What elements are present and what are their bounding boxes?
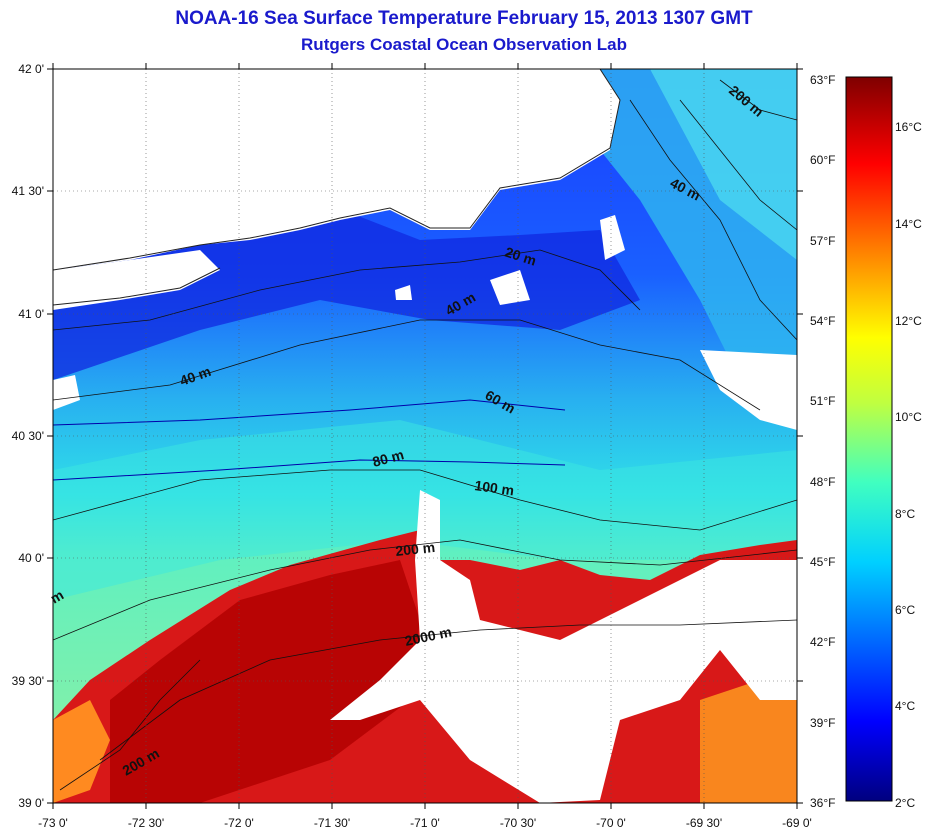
celsius-label: 12°C	[895, 314, 922, 328]
lat-label: 40 30'	[12, 429, 44, 443]
longitude-labels: -73 0' -72 30' -72 0' -71 30' -71 0' -70…	[38, 816, 812, 830]
contour-label: 80 m	[371, 446, 406, 470]
fahrenheit-label: 36°F	[810, 796, 835, 810]
fahrenheit-label: 45°F	[810, 555, 835, 569]
lon-label: -69 30'	[686, 816, 722, 830]
frame-ticks	[47, 63, 803, 809]
fahrenheit-label: 51°F	[810, 394, 835, 408]
celsius-labels: 16°C 14°C 12°C 10°C 8°C 6°C 4°C 2°C	[895, 120, 922, 810]
lon-label: -70 0'	[596, 816, 626, 830]
contour-label: 200 m	[395, 539, 436, 559]
map-subtitle: Rutgers Coastal Ocean Observation Lab	[301, 35, 627, 54]
fahrenheit-label: 54°F	[810, 314, 835, 328]
celsius-label: 14°C	[895, 217, 922, 231]
celsius-label: 6°C	[895, 603, 915, 617]
temperature-colorbar	[845, 76, 893, 802]
fahrenheit-label: 42°F	[810, 635, 835, 649]
celsius-label: 8°C	[895, 507, 915, 521]
lon-label: -71 0'	[410, 816, 440, 830]
fahrenheit-label: 48°F	[810, 475, 835, 489]
fahrenheit-labels: 63°F 60°F 57°F 54°F 51°F 48°F 45°F 42°F …	[810, 73, 835, 810]
graticule	[53, 69, 797, 803]
lat-label: 39 30'	[12, 674, 44, 688]
latitude-labels: 42 0' 41 30' 41 0' 40 30' 40 0' 39 30' 3…	[12, 62, 44, 810]
fahrenheit-label: 60°F	[810, 153, 835, 167]
lat-label: 41 0'	[18, 307, 44, 321]
fahrenheit-label: 63°F	[810, 73, 835, 87]
lat-label: 41 30'	[12, 184, 44, 198]
lat-label: 42 0'	[18, 62, 44, 76]
lat-label: 39 0'	[18, 796, 44, 810]
celsius-label: 16°C	[895, 120, 922, 134]
lat-label: 40 0'	[18, 551, 44, 565]
lon-label: -70 30'	[500, 816, 536, 830]
map-title: NOAA-16 Sea Surface Temperature February…	[175, 8, 753, 29]
contour-label: 100 m	[474, 477, 516, 498]
lon-label: -71 30'	[314, 816, 350, 830]
fahrenheit-label: 57°F	[810, 234, 835, 248]
celsius-label: 2°C	[895, 796, 915, 810]
celsius-label: 4°C	[895, 699, 915, 713]
lon-label: -72 0'	[224, 816, 254, 830]
lon-label: -69 0'	[782, 816, 812, 830]
celsius-label: 10°C	[895, 410, 922, 424]
lon-label: -73 0'	[38, 816, 68, 830]
lon-label: -72 30'	[128, 816, 164, 830]
fahrenheit-label: 39°F	[810, 716, 835, 730]
